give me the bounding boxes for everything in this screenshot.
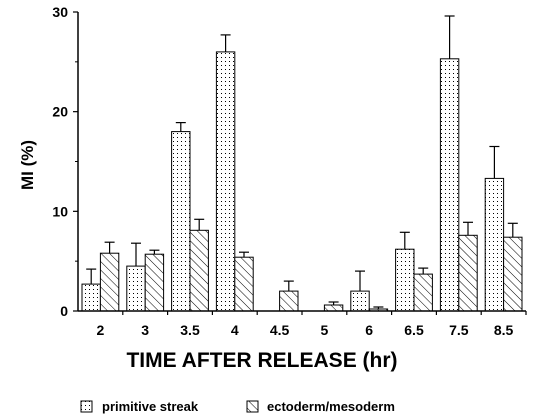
y-tick-label: 20	[52, 104, 68, 120]
axes-group: 2 3 3.5 4 4.5 5 6 6.5 7.5 8.5 0 10 20 30	[52, 4, 527, 338]
x-tick-label: 4	[231, 322, 239, 338]
bar-ectoderm-mesoderm-5	[323, 304, 344, 312]
legend-swatch-ectoderm-mesoderm	[246, 400, 259, 413]
plot-area: 2 3 3.5 4 4.5 5 6 6.5 7.5 8.5 0 10 20 30	[52, 4, 527, 338]
error-bar-ectoderm-mesoderm-3.5	[194, 218, 205, 231]
bars-group	[81, 51, 523, 312]
error-bar-ectoderm-mesoderm-7.5	[463, 221, 473, 236]
x-tick-label: 3	[141, 322, 149, 338]
error-bar-primitive-streak-4	[220, 34, 231, 52]
bar-primitive-streak-8.5	[484, 177, 505, 312]
error-bar-primitive-streak-3	[131, 242, 141, 267]
x-tick-label: 6.5	[404, 322, 424, 338]
error-bar-primitive-streak-3.5	[175, 121, 186, 132]
legend-label-ectoderm-mesoderm: ectoderm/mesoderm	[267, 399, 395, 414]
error-bar-ectoderm-mesoderm-8.5	[507, 222, 518, 238]
bar-primitive-streak-3.5	[171, 131, 191, 312]
error-bar-ectoderm-mesoderm-6.5	[418, 267, 429, 275]
x-tick-label: 2	[97, 322, 105, 338]
bar-primitive-streak-6.5	[395, 248, 415, 312]
bar-primitive-streak-2	[81, 283, 101, 312]
error-bar-ectoderm-mesoderm-4	[239, 251, 249, 258]
bar-primitive-streak-6	[350, 290, 370, 312]
bar-primitive-streak-4	[215, 51, 236, 312]
error-bar-ectoderm-mesoderm-3	[149, 249, 160, 255]
bar-ectoderm-mesoderm-2	[99, 252, 120, 312]
x-tick-label: 7.5	[449, 322, 469, 338]
legend-label-primitive-streak: primitive streak	[102, 399, 199, 414]
x-tick-label: 3.5	[180, 322, 200, 338]
error-bar-ectoderm-mesoderm-5	[328, 301, 339, 305]
bar-ectoderm-mesoderm-3	[144, 253, 165, 312]
error-bar-primitive-streak-8.5	[489, 145, 500, 179]
y-axis-label: MI (%)	[18, 140, 37, 190]
x-tick-label: 4.5	[270, 322, 290, 338]
bar-ectoderm-mesoderm-8.5	[503, 236, 523, 312]
bar-ectoderm-mesoderm-4.5	[279, 290, 299, 312]
error-bars-group	[86, 15, 518, 309]
error-bar-primitive-streak-7.5	[444, 15, 455, 59]
error-bar-primitive-streak-6.5	[399, 231, 410, 250]
bar-primitive-streak-3	[126, 265, 146, 312]
legend-swatch-primitive-streak	[80, 400, 93, 413]
x-axis-label: TIME AFTER RELEASE (hr)	[126, 349, 397, 372]
bar-ectoderm-mesoderm-7.5	[458, 234, 478, 312]
legend: primitive streak ectoderm/mesoderm	[80, 399, 395, 414]
y-tick-label: 10	[52, 203, 68, 219]
bar-ectoderm-mesoderm-3.5	[189, 229, 209, 312]
error-bar-ectoderm-mesoderm-4.5	[283, 280, 294, 292]
bar-ectoderm-mesoderm-4	[234, 256, 254, 312]
error-bar-primitive-streak-2	[86, 268, 97, 285]
bar-primitive-streak-7.5	[439, 58, 460, 312]
error-bar-ectoderm-mesoderm-6	[373, 306, 384, 309]
error-bar-primitive-streak-6	[355, 270, 365, 292]
error-bar-ectoderm-mesoderm-2	[104, 241, 115, 254]
y-tick-label: 30	[52, 4, 68, 20]
bar-ectoderm-mesoderm-6.5	[413, 273, 433, 312]
x-tick-label: 5	[321, 322, 329, 338]
y-tick-label: 0	[60, 303, 68, 319]
x-tick-label: 8.5	[494, 322, 514, 338]
x-tick-label: 6	[365, 322, 373, 338]
